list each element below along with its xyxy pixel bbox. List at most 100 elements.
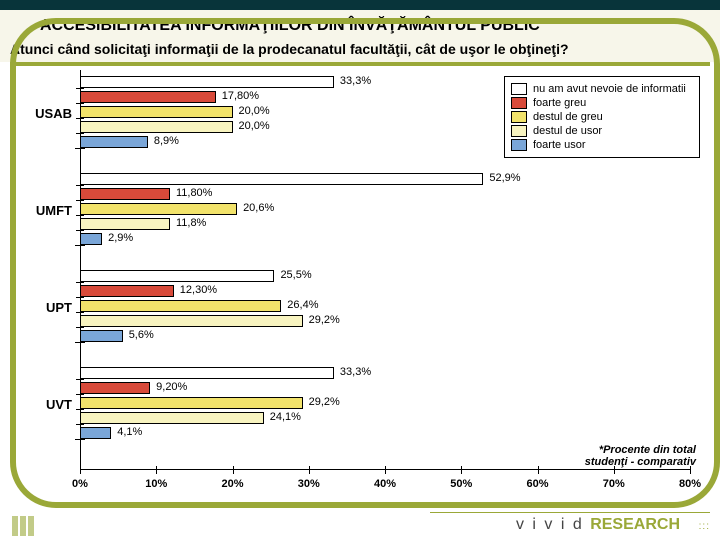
group-label-usab: USAB	[10, 106, 72, 121]
x-tick	[538, 466, 539, 474]
x-tick-label: 40%	[374, 478, 396, 490]
x-tick	[461, 466, 462, 474]
group-label-umft: UMFT	[10, 203, 72, 218]
bar-v_easy	[80, 330, 123, 342]
bar-easy	[80, 121, 233, 133]
x-tick-label: 70%	[603, 478, 625, 490]
bar-label: 20,0%	[239, 105, 270, 117]
group-label-upt: UPT	[10, 300, 72, 315]
brand-research: RESEARCH	[590, 516, 680, 533]
legend-row-v_hard: foarte greu	[511, 97, 693, 109]
bar-hard	[80, 397, 303, 409]
bar-v_easy	[80, 427, 111, 439]
y-tick-group	[75, 148, 85, 149]
legend-label: destul de greu	[533, 111, 603, 123]
x-tick	[233, 466, 234, 474]
bar-label: 12,30%	[180, 284, 217, 296]
bar-no_need	[80, 270, 274, 282]
x-tick	[80, 466, 81, 474]
chart-container: 0% 10% 20% 30% 40% 50% 60% 70% 80% 33,3% 17,80% 20,…	[10, 70, 710, 490]
footer-divider	[430, 512, 710, 513]
x-tick-label: 0%	[72, 478, 88, 490]
bar-label: 8,9%	[154, 135, 179, 147]
bar-easy	[80, 412, 264, 424]
bar-easy	[80, 315, 303, 327]
bar-label: 11,80%	[176, 187, 213, 199]
legend-swatch	[511, 139, 527, 151]
bar-label: 33,3%	[340, 75, 371, 87]
legend-swatch	[511, 125, 527, 137]
bar-label: 4,1%	[117, 426, 142, 438]
bar-no_need	[80, 173, 483, 185]
bar-hard	[80, 203, 237, 215]
y-tick	[76, 409, 84, 410]
bar-v_hard	[80, 188, 170, 200]
bar-hard	[80, 106, 233, 118]
y-tick	[76, 297, 84, 298]
legend-row-v_easy: foarte usor	[511, 139, 693, 151]
x-tick-label: 60%	[526, 478, 548, 490]
legend-label: foarte greu	[533, 97, 586, 109]
legend-label: destul de usor	[533, 125, 602, 137]
legend-label: nu am avut nevoie de informatii	[533, 83, 686, 95]
y-tick-group	[75, 439, 85, 440]
legend-row-easy: destul de usor	[511, 125, 693, 137]
legend-row-no_need: nu am avut nevoie de informatii	[511, 83, 693, 95]
group-label-uvt: UVT	[10, 397, 72, 412]
bar-label: 20,0%	[239, 120, 270, 132]
bar-label: 5,6%	[129, 329, 154, 341]
bar-v_hard	[80, 285, 174, 297]
x-tick-label: 20%	[221, 478, 243, 490]
x-tick	[156, 466, 157, 474]
y-tick	[76, 394, 84, 395]
y-tick	[76, 185, 84, 186]
brand-dots-icon: :::	[699, 521, 710, 532]
y-tick	[76, 379, 84, 380]
x-tick-label: 10%	[145, 478, 167, 490]
bar-label: 2,9%	[108, 232, 133, 244]
divider	[10, 62, 710, 66]
y-tick	[76, 327, 84, 328]
x-tick	[385, 466, 386, 474]
bar-label: 26,4%	[287, 299, 318, 311]
footnote-line-2: studenţi - comparativ	[585, 456, 696, 468]
y-tick	[76, 215, 84, 216]
bar-v_hard	[80, 382, 150, 394]
bar-label: 29,2%	[309, 314, 340, 326]
bar-label: 17,80%	[222, 90, 259, 102]
page-subtitle: Atunci când solicitaţi informaţii de la …	[0, 38, 720, 62]
y-tick-group	[75, 342, 85, 343]
footnote-line-1: *Procente din total	[599, 444, 696, 456]
x-tick-label: 80%	[679, 478, 701, 490]
bar-label: 24,1%	[270, 411, 301, 423]
y-tick	[76, 424, 84, 425]
x-tick-label: 30%	[298, 478, 320, 490]
page-title: ACCESIBILITATEA INFORMAŢIILOR DIN ÎNVĂŢĂ…	[0, 10, 720, 38]
bar-label: 29,2%	[309, 396, 340, 408]
y-tick	[76, 103, 84, 104]
bar-label: 20,6%	[243, 202, 274, 214]
bar-no_need	[80, 367, 334, 379]
legend-swatch	[511, 111, 527, 123]
y-tick	[76, 88, 84, 89]
bar-v_easy	[80, 136, 148, 148]
logo-stripes-icon	[12, 516, 34, 536]
y-tick	[76, 200, 84, 201]
legend-row-hard: destul de greu	[511, 111, 693, 123]
y-tick	[76, 312, 84, 313]
y-tick	[76, 133, 84, 134]
bar-label: 52,9%	[489, 172, 520, 184]
bar-v_easy	[80, 233, 102, 245]
legend-swatch	[511, 83, 527, 95]
y-tick	[76, 118, 84, 119]
bar-label: 11,8%	[176, 217, 206, 229]
x-tick-label: 50%	[450, 478, 472, 490]
brand-vivid: v i v i d	[516, 516, 584, 533]
footer-bar: v i v i d RESEARCH :::	[0, 510, 720, 540]
y-tick	[76, 282, 84, 283]
bar-hard	[80, 300, 281, 312]
y-tick	[76, 230, 84, 231]
bar-label: 9,20%	[156, 381, 187, 393]
x-tick	[309, 466, 310, 474]
brand-logo: v i v i d RESEARCH	[516, 516, 680, 534]
